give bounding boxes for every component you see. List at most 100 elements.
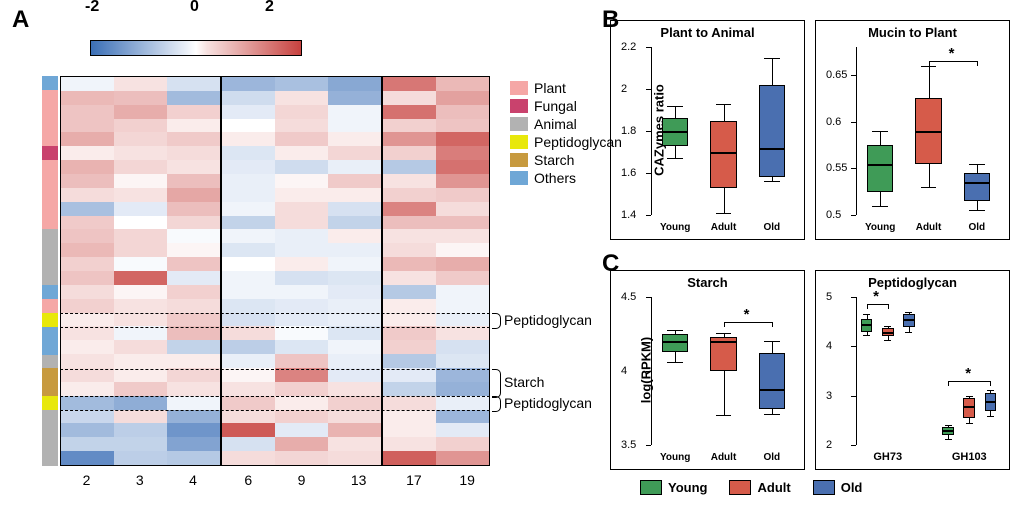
heatmap-cell: [383, 188, 436, 202]
heatmap-cell: [114, 437, 167, 451]
heatmap-cell: [61, 354, 114, 368]
heatmap-cell: [328, 216, 381, 230]
heatmap-cell: [222, 340, 275, 354]
plot-title: Starch: [611, 275, 804, 290]
heatmap-xlabel: 17: [406, 472, 422, 488]
heatmap-cell: [436, 146, 489, 160]
heatmap-cell: [114, 340, 167, 354]
row-annot-seg: [42, 299, 58, 313]
heatmap-cell: [114, 243, 167, 257]
heatmap-cell: [275, 202, 328, 216]
heatmap-cell: [383, 202, 436, 216]
heatmap-cell: [436, 77, 489, 91]
heatmap-cell: [275, 326, 328, 340]
row-group-label: Starch: [504, 374, 544, 390]
heatmap-cell: [61, 119, 114, 133]
heatmap-cell: [167, 437, 220, 451]
heatmap-xlabel: 19: [459, 472, 475, 488]
heatmap-cell: [383, 132, 436, 146]
heatmap-cell: [328, 382, 381, 396]
heatmap-cell: [61, 299, 114, 313]
heatmap-cell: [167, 451, 220, 465]
heatmap-cell: [61, 382, 114, 396]
heatmap-cell: [222, 423, 275, 437]
heatmap-cell: [114, 285, 167, 299]
heatmap-cell: [275, 160, 328, 174]
heatmap-cell: [383, 91, 436, 105]
heatmap-cell: [167, 105, 220, 119]
significance-star: *: [744, 306, 750, 323]
heatmap-cell: [436, 382, 489, 396]
heatmap-cell: [222, 105, 275, 119]
heatmap-cell: [436, 229, 489, 243]
heatmap-cell: [383, 326, 436, 340]
heatmap-cell: [383, 354, 436, 368]
heatmap-cell: [328, 77, 381, 91]
legend-swatch: [813, 480, 835, 495]
heatmap-cell: [436, 354, 489, 368]
heatmap-cell: [167, 229, 220, 243]
boxplot-panel: Starchlog(RPKM)3.544.5YoungAdultOld*: [610, 270, 805, 470]
heatmap-cell: [167, 354, 220, 368]
heatmap-cell: [275, 271, 328, 285]
heatmap-cell: [383, 77, 436, 91]
heatmap-cell: [61, 77, 114, 91]
heatmap-cell: [275, 437, 328, 451]
heatmap-cell: [275, 451, 328, 465]
box: [867, 145, 894, 192]
legend-label: Adult: [757, 480, 790, 495]
heatmap-cell: [114, 368, 167, 382]
row-annot-seg: [42, 76, 58, 90]
heatmap-cell: [114, 382, 167, 396]
ytick: 5: [826, 291, 832, 303]
heatmap-cell: [436, 423, 489, 437]
ytick: 4.5: [621, 291, 636, 303]
heatmap-cell: [222, 119, 275, 133]
colorbar: -2 0 2: [90, 20, 300, 68]
heatmap-cell: [383, 174, 436, 188]
heatmap-cell: [383, 105, 436, 119]
legend-swatch: [640, 480, 662, 495]
heatmap-cell: [436, 396, 489, 410]
group-label: GH73: [873, 451, 902, 463]
legend-item: Adult: [729, 480, 790, 495]
heatmap-cell: [328, 132, 381, 146]
heatmap-cell: [167, 174, 220, 188]
plot-title: Plant to Animal: [611, 25, 804, 40]
ytick: 3.5: [621, 439, 636, 451]
ytick: 1.6: [621, 167, 636, 179]
cb-tick: -2: [85, 0, 99, 16]
heatmap-cell: [275, 146, 328, 160]
heatmap-cell: [114, 174, 167, 188]
ytick: 2.2: [621, 41, 636, 53]
heatmap-cell: [167, 160, 220, 174]
heatmap-cell: [222, 146, 275, 160]
heatmap-cell: [222, 368, 275, 382]
ytick: 0.65: [826, 69, 847, 81]
ytick: 3: [826, 390, 832, 402]
heatmap-cell: [167, 257, 220, 271]
row-annot-seg: [42, 313, 58, 327]
heatmap-cell: [114, 396, 167, 410]
legend-swatch: [510, 81, 528, 95]
colorbar-gradient: [90, 40, 302, 56]
heatmap-cell: [222, 174, 275, 188]
heatmap-cell: [222, 271, 275, 285]
heatmap-cell: [275, 368, 328, 382]
heatmap-cell: [222, 326, 275, 340]
heatmap-xaxis: 23469131719: [60, 472, 490, 492]
heatmap-cell: [275, 382, 328, 396]
heatmap-cell: [328, 451, 381, 465]
ytick: 4: [826, 340, 832, 352]
heatmap-cell: [222, 410, 275, 424]
legend-item: Animal: [510, 116, 622, 132]
heatmap-cell: [328, 160, 381, 174]
legend-label: Peptidoglycan: [534, 134, 622, 150]
legend-item: Fungal: [510, 98, 622, 114]
heatmap-cell: [328, 368, 381, 382]
box: [710, 121, 737, 188]
row-annot-seg: [42, 160, 58, 230]
heatmap-cell: [222, 77, 275, 91]
legend-label: Plant: [534, 80, 566, 96]
heatmap-cell: [61, 105, 114, 119]
